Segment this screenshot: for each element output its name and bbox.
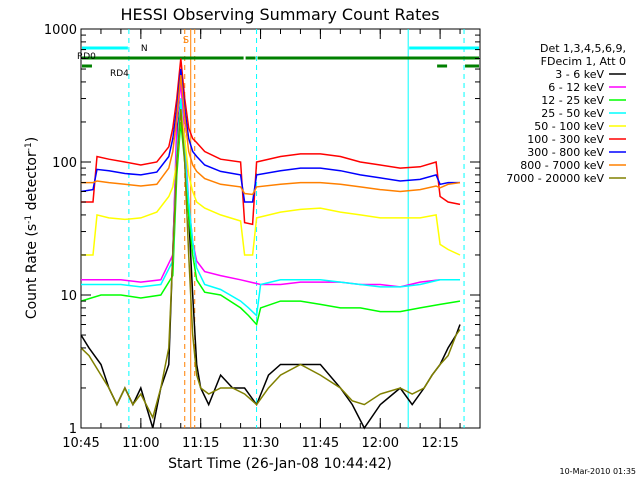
series-line-6 — [80, 68, 460, 203]
chart-title: HESSI Observing Summary Count Rates — [120, 5, 439, 24]
legend-label-2: 12 - 25 keV — [541, 94, 604, 107]
x-axis: 10:45 11:00 11:15 11:30 11:45 12:00 12:15 — [62, 29, 481, 451]
flag-bars: RD0 RD4 N S — [77, 35, 479, 79]
y-axis-label-part1: Count Rate (s — [24, 224, 40, 319]
y-axis-label-part2: detector — [24, 151, 40, 215]
series-lines — [80, 58, 461, 430]
legend-label-1: 6 - 12 keV — [548, 81, 604, 94]
flag-label-rd4: RD4 — [110, 69, 129, 79]
series-line-2 — [80, 121, 461, 327]
x-tick-label-6: 12:15 — [421, 436, 458, 451]
series-line-4 — [81, 109, 461, 256]
y-tick-label-3: 1000 — [44, 23, 77, 38]
y-tick-label-2: 100 — [52, 156, 77, 171]
x-axis-label: Start Time (26-Jan-08 10:44:42) — [168, 456, 392, 472]
series-line-1 — [81, 81, 460, 288]
flag-label-s: S — [183, 35, 189, 46]
flag-label-n: N — [141, 44, 148, 54]
legend-label-8: 7000 - 20000 keV — [506, 172, 604, 185]
x-tick-label-0: 10:45 — [62, 436, 99, 451]
legend-label-0: 3 - 6 keV — [555, 68, 604, 81]
legend-label-7: 800 - 7000 keV — [520, 159, 604, 172]
plot-frame — [80, 28, 481, 429]
x-tick-label-3: 11:30 — [242, 436, 279, 451]
legend-label-6: 300 - 800 keV — [527, 146, 604, 159]
y-axis-label: Count Rate (s-1 detector-1) — [24, 137, 40, 319]
series-line-3 — [81, 98, 460, 318]
series-line-5 — [81, 58, 461, 226]
y-axis: 1 10 100 1000 — [44, 23, 480, 437]
x-tick-label-5: 12:00 — [362, 436, 399, 451]
series-line-7 — [81, 75, 461, 196]
y-axis-label-sup2: -1 — [24, 142, 34, 151]
legend-label-5: 100 - 300 keV — [527, 133, 604, 146]
legend-header-0: Det 1,3,4,5,6,9, — [540, 42, 626, 55]
y-tick-label-0: 1 — [69, 422, 77, 437]
x-tick-label-4: 11:45 — [302, 436, 339, 451]
legend-label-4: 50 - 100 keV — [534, 120, 604, 133]
x-tick-label-1: 11:00 — [122, 436, 159, 451]
footer-timestamp: 10-Mar-2010 01:35 — [560, 467, 637, 476]
x-tick-label-2: 11:15 — [182, 436, 219, 451]
y-axis-label-part3: ) — [24, 137, 40, 142]
legend-label-3: 25 - 50 keV — [541, 107, 604, 120]
flag-label-rd0: RD0 — [77, 52, 96, 62]
y-tick-label-1: 10 — [60, 289, 77, 304]
legend-header-1: FDecim 1, Att 0 — [541, 55, 626, 68]
series-line-0 — [80, 98, 461, 430]
legend: Det 1,3,4,5,6,9,FDecim 1, Att 03 - 6 keV… — [506, 42, 626, 185]
y-axis-label-sup1: -1 — [24, 215, 34, 224]
series-line-8 — [80, 109, 461, 420]
